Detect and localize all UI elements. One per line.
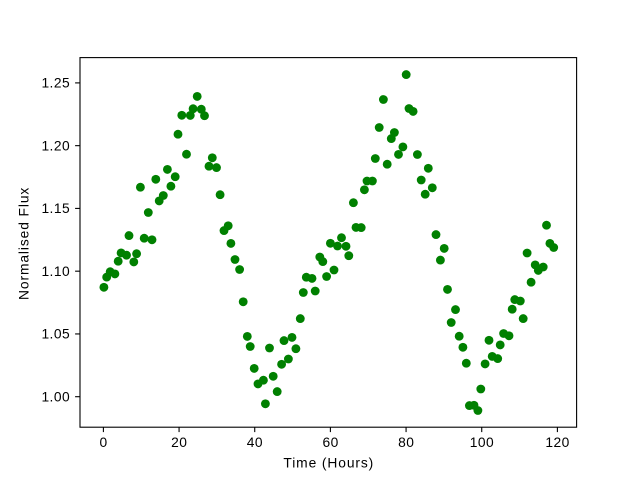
svg-text:120: 120 — [545, 435, 569, 450]
svg-text:60: 60 — [322, 435, 338, 450]
svg-text:80: 80 — [398, 435, 414, 450]
svg-text:1.05: 1.05 — [41, 327, 70, 342]
svg-text:1.10: 1.10 — [41, 264, 70, 279]
svg-text:1.20: 1.20 — [41, 138, 70, 153]
svg-text:1.15: 1.15 — [41, 201, 70, 216]
svg-text:Normalised Flux: Normalised Flux — [17, 187, 32, 300]
svg-text:1.00: 1.00 — [41, 389, 70, 404]
svg-text:1.25: 1.25 — [41, 76, 70, 91]
svg-text:0: 0 — [100, 435, 108, 450]
svg-text:Time (Hours): Time (Hours) — [283, 455, 374, 470]
svg-text:100: 100 — [470, 435, 494, 450]
svg-text:40: 40 — [247, 435, 263, 450]
svg-text:20: 20 — [171, 435, 187, 450]
